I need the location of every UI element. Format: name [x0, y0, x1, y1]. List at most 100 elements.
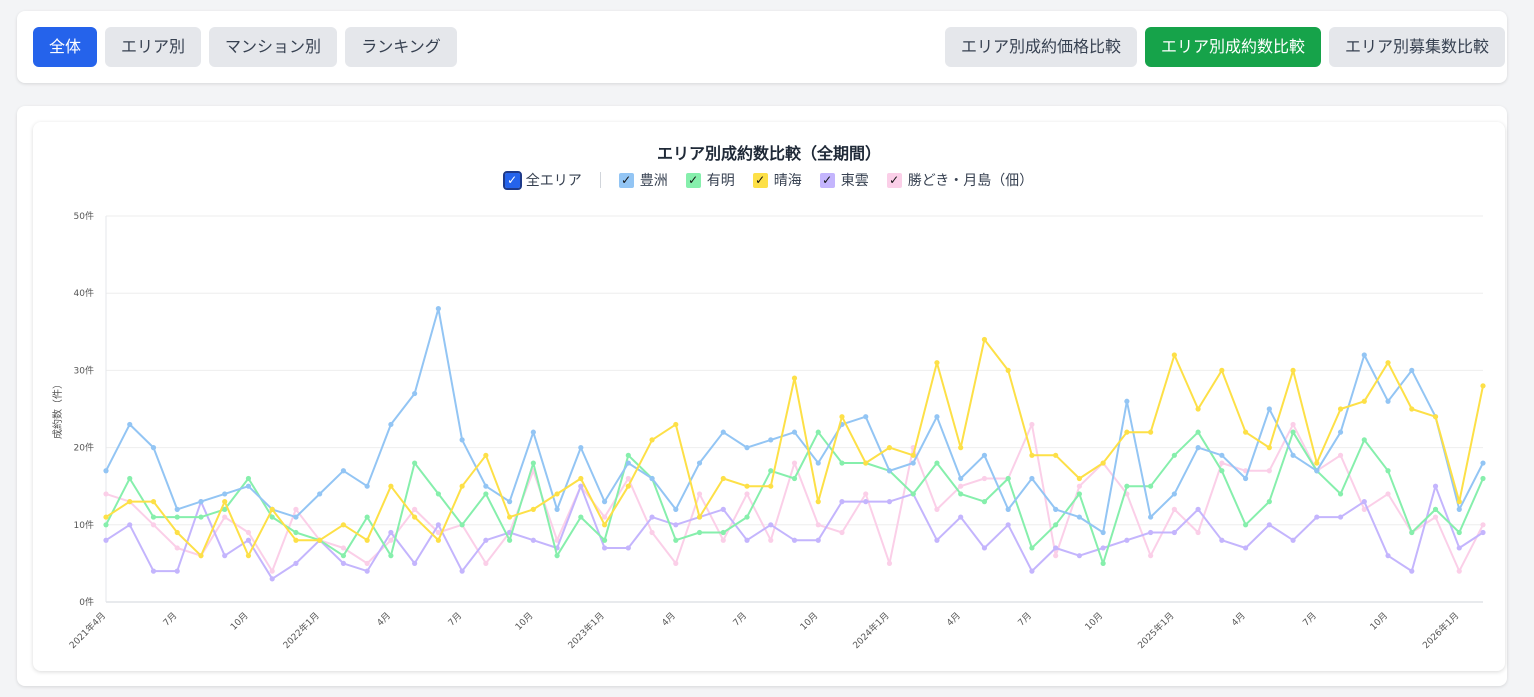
- checkbox-icon[interactable]: ✓: [752, 172, 768, 188]
- data-point: [863, 414, 869, 420]
- data-point: [222, 491, 228, 497]
- data-point: [601, 514, 608, 520]
- data-point: [1171, 352, 1177, 358]
- data-point: [507, 499, 513, 505]
- data-point: [1385, 360, 1391, 366]
- legend-all-areas[interactable]: ✓ 全エリア: [502, 170, 582, 190]
- data-point: [554, 553, 560, 559]
- data-point: [934, 414, 940, 420]
- area-price-compare-button[interactable]: エリア別成約価格比較: [945, 27, 1137, 67]
- data-point: [1385, 553, 1391, 559]
- area-listing-compare-button[interactable]: エリア別募集数比較: [1329, 27, 1505, 67]
- x-tick-label: 2021年4月: [67, 610, 108, 651]
- data-point: [1290, 421, 1296, 428]
- data-point: [1456, 568, 1462, 574]
- legend-item-0[interactable]: ✓ 豊洲: [618, 170, 668, 190]
- legend-item-3[interactable]: ✓ 東雲: [819, 170, 869, 190]
- data-point: [958, 491, 964, 497]
- data-point: [1456, 499, 1462, 505]
- data-point: [910, 452, 916, 458]
- data-point: [934, 506, 940, 512]
- data-point: [459, 568, 465, 574]
- data-point: [981, 499, 988, 505]
- data-point: [1076, 475, 1082, 482]
- data-point: [649, 529, 655, 536]
- data-point: [174, 568, 180, 574]
- tab-by-area[interactable]: エリア別: [105, 27, 201, 67]
- data-point: [1124, 483, 1130, 489]
- data-point: [459, 483, 465, 489]
- tab-overall[interactable]: 全体: [33, 27, 97, 67]
- series-line-0: [105, 307, 1484, 534]
- data-point: [127, 522, 133, 528]
- data-point: [934, 360, 940, 366]
- tab-ranking[interactable]: ランキング: [345, 27, 457, 67]
- series-line-1: [105, 431, 1484, 565]
- data-point: [1242, 545, 1249, 551]
- data-point: [1195, 429, 1201, 435]
- tab-by-mansion[interactable]: マンション別: [209, 27, 337, 67]
- data-point: [127, 499, 133, 505]
- legend-label: 晴海: [773, 173, 802, 189]
- data-point: [1053, 452, 1059, 458]
- data-point: [1195, 529, 1201, 536]
- data-point: [1385, 398, 1391, 404]
- checkbox-icon[interactable]: ✓: [618, 172, 634, 188]
- checkbox-icon[interactable]: ✓: [886, 172, 902, 188]
- checkbox-icon[interactable]: ✓: [819, 172, 835, 188]
- data-point: [412, 514, 418, 520]
- data-point: [815, 499, 821, 505]
- data-point: [910, 460, 916, 466]
- data-point: [174, 514, 180, 520]
- data-point: [744, 445, 750, 451]
- data-point: [483, 560, 489, 566]
- data-point: [839, 529, 845, 536]
- data-point: [649, 514, 655, 520]
- data-point: [1053, 522, 1059, 528]
- x-tick-label: 10月: [228, 610, 250, 632]
- checkbox-icon[interactable]: ✓: [502, 170, 522, 190]
- legend-item-2[interactable]: ✓ 晴海: [752, 170, 802, 190]
- data-point: [530, 506, 536, 512]
- data-point: [958, 514, 964, 520]
- data-point: [1124, 398, 1130, 404]
- data-point: [1005, 367, 1011, 373]
- data-point: [981, 545, 988, 551]
- data-point: [388, 553, 394, 559]
- data-point: [293, 514, 299, 520]
- data-point: [1219, 468, 1225, 474]
- data-point: [625, 545, 631, 551]
- legend-item-1[interactable]: ✓ 有明: [685, 170, 735, 190]
- data-point: [1337, 429, 1344, 435]
- data-point: [507, 537, 513, 543]
- x-tick-label: 10月: [1083, 610, 1105, 632]
- data-point: [1337, 406, 1344, 412]
- data-point: [1361, 437, 1367, 443]
- data-point: [174, 529, 180, 536]
- data-point: [1432, 514, 1439, 520]
- data-point: [720, 429, 726, 435]
- legend-label: 東雲: [840, 173, 869, 189]
- data-point: [340, 560, 347, 566]
- data-point: [1480, 529, 1486, 536]
- data-point: [1171, 506, 1177, 512]
- data-point: [815, 522, 821, 528]
- data-point: [744, 491, 750, 497]
- data-point: [388, 483, 394, 489]
- checkbox-icon[interactable]: ✓: [685, 172, 701, 188]
- data-point: [1385, 491, 1391, 497]
- area-deal-count-compare-button[interactable]: エリア別成約数比較: [1145, 27, 1321, 67]
- data-point: [720, 529, 726, 536]
- data-point: [1029, 421, 1035, 428]
- data-point: [245, 529, 252, 536]
- data-point: [863, 499, 869, 505]
- data-point: [1148, 429, 1154, 435]
- data-point: [1314, 468, 1320, 474]
- data-point: [1005, 475, 1011, 482]
- legend-item-4[interactable]: ✓ 勝どき・月島（佃）: [886, 170, 1033, 190]
- data-point: [1076, 553, 1082, 559]
- data-point: [554, 506, 560, 512]
- data-point: [1314, 460, 1320, 466]
- data-point: [269, 568, 275, 574]
- data-point: [696, 514, 703, 520]
